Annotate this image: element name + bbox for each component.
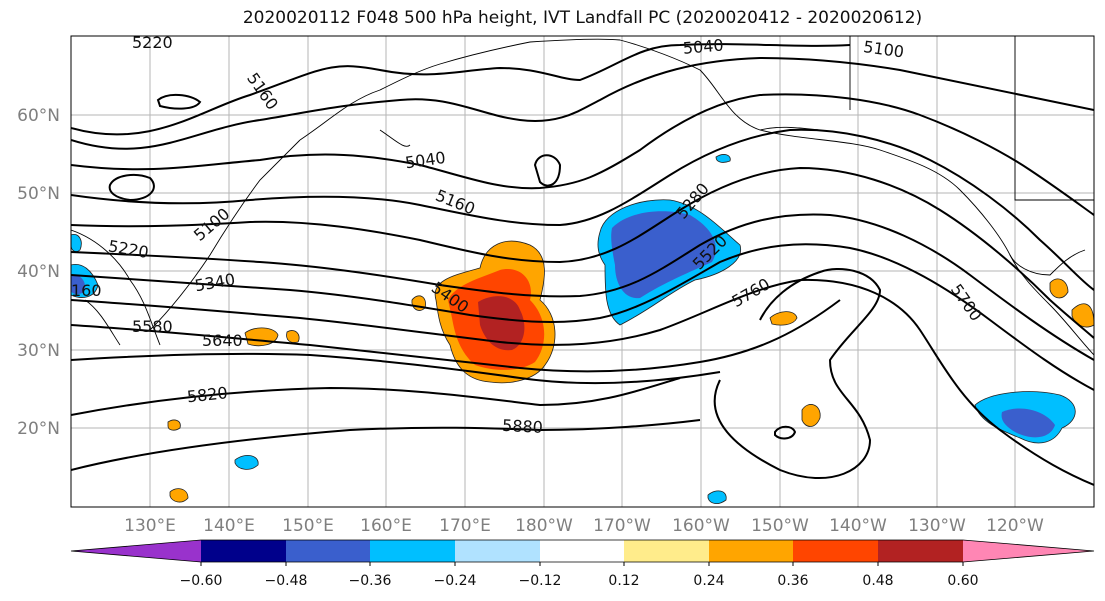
lat-label: 50°N [17, 184, 60, 204]
colorbar-tick-label: −0.48 [265, 573, 308, 589]
colorbar-segment [370, 540, 455, 562]
colorbar-segment [455, 540, 540, 562]
colorbar-tick-label: −0.24 [434, 573, 477, 589]
colorbar-segment [201, 540, 286, 562]
lon-label: 120°W [986, 516, 1044, 536]
contour-label: 5220 [132, 33, 173, 52]
ivt-shading [71, 154, 1094, 504]
contour-label: 5160 [433, 186, 478, 219]
contour-label: 5040 [682, 35, 724, 57]
contour-label: 160 [71, 281, 102, 300]
lat-label: 40°N [17, 262, 60, 282]
lon-label: 170°E [439, 516, 491, 536]
colorbar-segment [624, 540, 709, 562]
contour-label: 5040 [404, 148, 447, 172]
contour-label: 5580 [132, 317, 173, 336]
lon-label: 170°W [593, 516, 651, 536]
colorbar-segment [878, 540, 963, 562]
colorbar-tick-label: 0.60 [947, 573, 978, 589]
colorbar-segment [709, 540, 793, 562]
map-title: 2020020112 F048 500 hPa height, IVT Land… [242, 8, 923, 28]
colorbar-segment [286, 540, 370, 562]
contour-label: 5760 [728, 274, 773, 311]
positive-blob-max [478, 296, 525, 351]
colorbar-segment [540, 540, 624, 562]
lon-label: 130°W [908, 516, 966, 536]
lat-label: 20°N [17, 419, 60, 439]
colorbar-segment [963, 540, 1094, 562]
contour-label: 5220 [107, 236, 150, 262]
contour-label: 5880 [502, 416, 544, 437]
lat-label: 30°N [17, 341, 60, 361]
height-contours [71, 43, 1094, 486]
lon-label: 160°W [672, 516, 730, 536]
colorbar-tick-label: 0.24 [693, 573, 724, 589]
lon-label: 150°E [282, 516, 334, 536]
contour-label: 5700 [947, 280, 986, 324]
colorbar-tick-label: −0.36 [349, 573, 392, 589]
contour-label: 5160 [243, 69, 282, 113]
lat-label: 60°N [17, 106, 60, 126]
contour-label: 5640 [202, 331, 243, 350]
lon-label: 130°E [124, 516, 176, 536]
colorbar-tick-label: 0.12 [608, 573, 639, 589]
contour-label: 5340 [193, 270, 236, 296]
colorbar-tick-label: −0.60 [180, 573, 223, 589]
lon-label: 160°E [360, 516, 412, 536]
colorbar-tick-label: −0.12 [519, 573, 562, 589]
gridlines [71, 36, 1094, 507]
contour-label: 5820 [186, 383, 228, 406]
latitude-labels: 60°N 50°N 40°N 30°N 20°N [17, 106, 60, 439]
colorbar-segment [793, 540, 878, 562]
colorbar-tick-label: 0.36 [777, 573, 808, 589]
coastlines [71, 36, 1094, 356]
contour-label: 5100 [190, 204, 233, 245]
lon-label: 140°E [203, 516, 255, 536]
negative-blob-core [611, 211, 716, 299]
colorbar-tick-label: 0.48 [862, 573, 893, 589]
lon-label: 150°W [751, 516, 809, 536]
colorbar-segment [71, 540, 201, 562]
colorbar-tick-labels: −0.60 −0.48 −0.36 −0.24 −0.12 0.12 0.24 … [180, 573, 979, 589]
longitude-labels: 130°E 140°E 150°E 160°E 170°E 180°W 170°… [124, 516, 1044, 536]
lon-label: 140°W [829, 516, 887, 536]
map-frame [70, 35, 1095, 508]
contour-label: 5100 [862, 37, 905, 61]
lon-label: 180°W [515, 516, 573, 536]
colorbar [70, 539, 1095, 566]
